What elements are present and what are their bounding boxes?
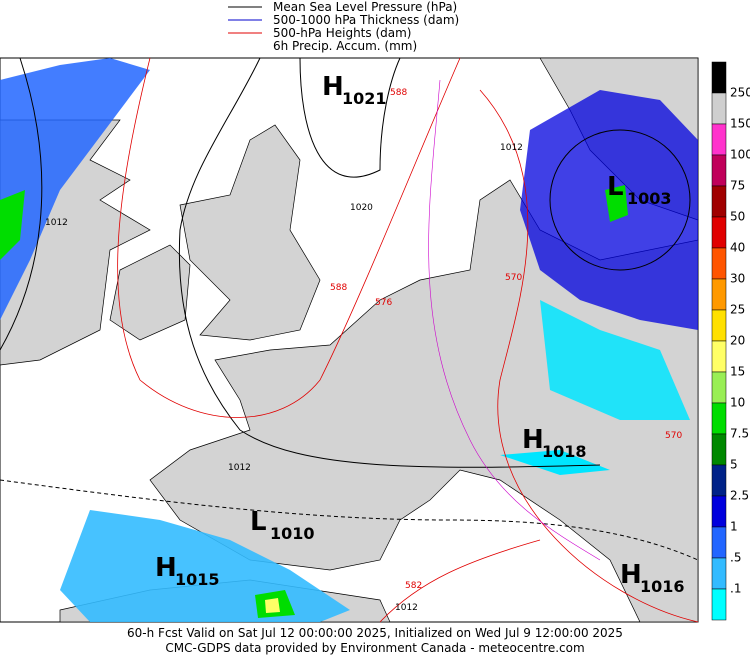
colorbar-label: .5 [730,551,741,565]
colorbar-swatch [711,185,727,218]
colorbar-label: 40 [730,241,745,255]
pressure-letter: H [322,72,344,102]
contour-label: 1020 [350,203,373,213]
contour-label: 570 [665,431,682,441]
colorbar-label: 75 [730,179,745,193]
colorbar-swatch [711,495,727,528]
colorbar-swatch [711,92,727,125]
colorbar-label: 250 [730,86,750,100]
colorbar-label: 5 [730,458,738,472]
colorbar-swatch [711,526,727,559]
contour-label: 1012 [228,463,251,473]
land [109,244,191,341]
precip-area [0,190,25,260]
precip-area [0,58,150,320]
colorbar-swatch [711,340,727,373]
colorbar-swatch [711,216,727,249]
colorbar: 250 150 100 75 50 40 30 25 20 15 10 7.5 5 2.5 1 .5 .1 [711,61,750,621]
thickness-contour [428,79,601,561]
land [179,124,321,341]
thickness-line [0,479,699,561]
pressure-letter: H [620,560,642,590]
precip-area [265,598,280,613]
pressure-letter: L [250,507,267,537]
contour-label: 588 [390,88,407,98]
colorbar-label: 2.5 [730,489,749,503]
colorbar-swatch [711,309,727,342]
pressure-value: 1016 [640,577,685,596]
pressure-letter: H [155,553,177,583]
height-contour [479,89,699,623]
colorbar-label: .1 [730,582,741,596]
height-contour [117,57,461,418]
colorbar-label: 7.5 [730,427,749,441]
pressure-letter: L [607,172,624,202]
colorbar-swatch [711,278,727,311]
footer-line: 60-h Fcst Valid on Sat Jul 12 00:00:00 2… [127,626,623,640]
contour-label: 1012 [45,218,68,228]
height-contour [379,539,541,623]
colorbar-label: 25 [730,303,745,317]
colorbar-label: 20 [730,334,745,348]
colorbar-swatch [711,371,727,404]
pressure-value: 1015 [175,570,220,589]
pressure-value: 1003 [627,189,672,208]
colorbar-swatch [711,402,727,435]
colorbar-swatch [711,588,727,621]
legend-entry: Mean Sea Level Pressure (hPa) [273,0,457,14]
precip-area [605,185,628,222]
colorbar-swatch [711,464,727,497]
precip-area [540,300,690,420]
contour-label: 1012 [500,143,523,153]
colorbar-swatch [711,154,727,187]
precip-area [500,450,610,475]
colorbar-label: 10 [730,396,745,410]
footer-line: CMC-GDPS data provided by Environment Ca… [165,641,584,655]
pressure-letter: H [522,425,544,455]
isobar [549,129,691,271]
colorbar-label: 15 [730,365,745,379]
contour-label: 570 [505,273,522,283]
pressure-value: 1018 [542,442,587,461]
contour-label: 1012 [395,603,418,613]
isobar [178,57,601,468]
map: 1012 1020 1012 1012 1012 588 576 570 570… [0,57,699,623]
contour-label: 576 [375,298,392,308]
colorbar-label: 50 [730,210,745,224]
colorbar-label: 150 [730,117,750,131]
colorbar-label: 100 [730,148,750,162]
contour-label: 582 [405,581,422,591]
legend-entry: 500-1000 hPa Thickness (dam) [273,13,459,27]
legend-entry: 500-hPa Heights (dam) [273,26,411,40]
colorbar-swatch [711,123,727,156]
isobar [0,57,43,351]
colorbar-label: 1 [730,520,738,534]
colorbar-swatch [711,61,727,94]
colorbar-swatch [711,557,727,590]
pressure-value: 1010 [270,524,315,543]
land [149,179,699,623]
isobar [299,57,401,178]
pressure-value: 1021 [342,89,387,108]
legend-entry: 6h Precip. Accum. (mm) [273,39,417,53]
colorbar-swatch [711,433,727,466]
legend: Mean Sea Level Pressure (hPa) 500-1000 h… [228,0,459,53]
colorbar-swatch [711,247,727,280]
colorbar-label: 30 [730,272,745,286]
contour-label: 588 [330,283,347,293]
